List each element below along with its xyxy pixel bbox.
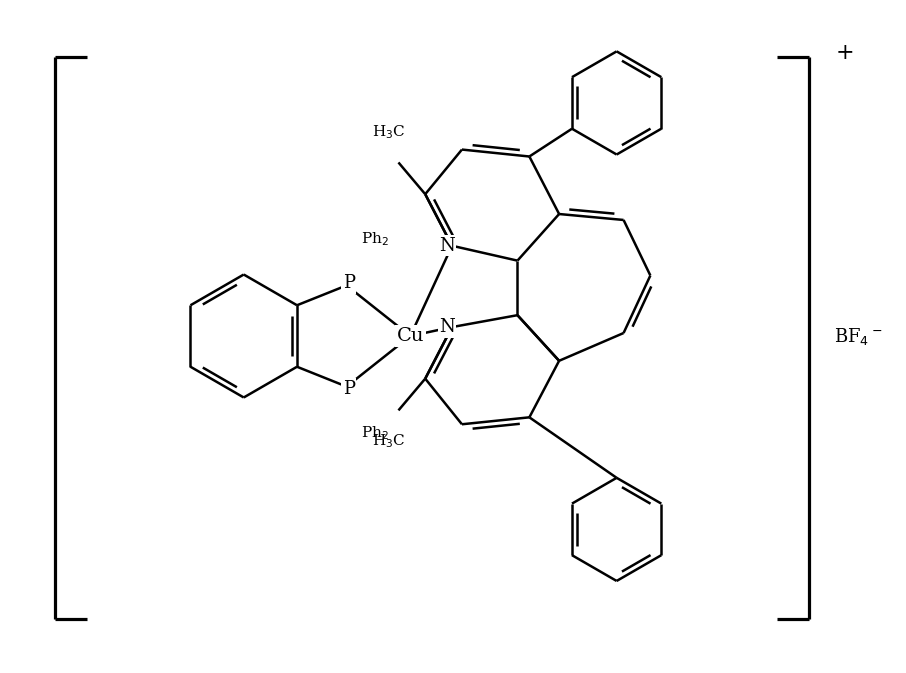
Text: Ph$_2$: Ph$_2$: [361, 230, 390, 248]
Text: N: N: [439, 318, 455, 336]
Text: H$_3$C: H$_3$C: [371, 123, 405, 141]
Text: Ph$_2$: Ph$_2$: [361, 424, 390, 442]
Text: P: P: [342, 275, 354, 293]
Text: Cu: Cu: [397, 327, 424, 345]
Text: BF$_4$$^-$: BF$_4$$^-$: [834, 326, 882, 347]
Text: H$_3$C: H$_3$C: [371, 432, 405, 450]
Text: N: N: [439, 237, 455, 255]
Text: P: P: [342, 380, 354, 398]
Text: +: +: [835, 42, 854, 65]
